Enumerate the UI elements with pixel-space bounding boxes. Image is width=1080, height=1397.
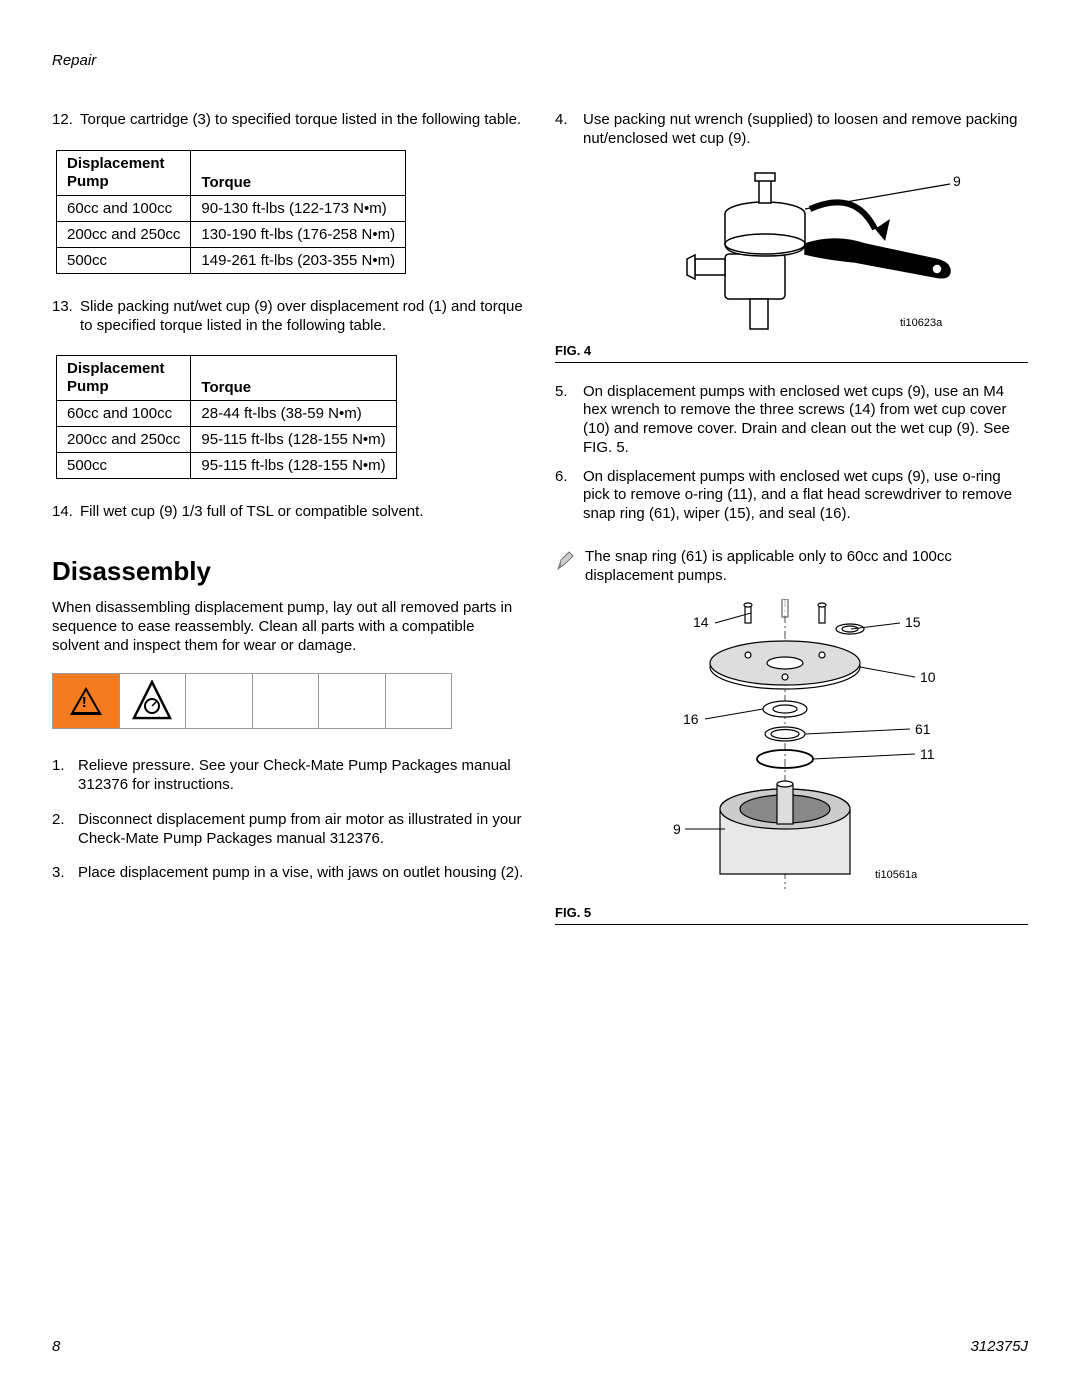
step-number: 14. bbox=[52, 503, 80, 522]
step-number: 5. bbox=[555, 383, 583, 458]
table-row: 200cc and 250cc130-190 ft-lbs (176-258 N… bbox=[57, 221, 406, 247]
torque-table-2: Displacement Pump Torque 60cc and 100cc2… bbox=[56, 355, 397, 479]
page-footer: 8 312375J bbox=[52, 1338, 1028, 1355]
note-text: The snap ring (61) is applicable only to… bbox=[585, 548, 1028, 586]
step-text: On displacement pumps with enclosed wet … bbox=[583, 468, 1028, 524]
svg-text:MPa/bar/PSI: MPa/bar/PSI bbox=[141, 713, 164, 718]
step-number: 12. bbox=[52, 111, 80, 130]
step-text: Use packing nut wrench (supplied) to loo… bbox=[583, 111, 1028, 149]
disassembly-heading: Disassembly bbox=[52, 556, 525, 587]
step-text: Fill wet cup (9) 1/3 full of TSL or comp… bbox=[80, 503, 525, 522]
torque-table-1: Displacement Pump Torque 60cc and 100cc9… bbox=[56, 150, 406, 274]
table-header: Displacement Pump bbox=[57, 150, 191, 195]
warning-icon-strip: ! MPa/bar/PSI bbox=[52, 673, 452, 729]
disassembly-steps: 1. Relieve pressure. See your Check-Mate… bbox=[52, 757, 525, 883]
step-number: 6. bbox=[555, 468, 583, 524]
step-13: 13. Slide packing nut/wet cup (9) over d… bbox=[52, 298, 525, 336]
figure-ref-id: ti10561a bbox=[875, 869, 917, 881]
disassembly-intro: When disassembling displacement pump, la… bbox=[52, 599, 525, 655]
callout-61: 61 bbox=[915, 721, 931, 737]
right-column: 4. Use packing nut wrench (supplied) to … bbox=[555, 111, 1028, 945]
callout-9: 9 bbox=[673, 821, 681, 837]
callout-10: 10 bbox=[920, 669, 936, 685]
table-header: Displacement Pump bbox=[57, 356, 191, 401]
step-12: 12. Torque cartridge (3) to specified to… bbox=[52, 111, 525, 130]
step-6: 6. On displacement pumps with enclosed w… bbox=[555, 468, 1028, 524]
list-item: 3. Place displacement pump in a vise, wi… bbox=[52, 864, 525, 883]
callout-14: 14 bbox=[693, 614, 709, 630]
table-row: 60cc and 100cc28-44 ft-lbs (38-59 N•m) bbox=[57, 401, 397, 427]
step-number: 4. bbox=[555, 111, 583, 149]
page-number: 8 bbox=[52, 1338, 60, 1355]
figure-4-illustration: 9 ti10623a bbox=[555, 159, 1028, 339]
pressure-gauge-icon: MPa/bar/PSI bbox=[120, 674, 187, 728]
content-columns: 12. Torque cartridge (3) to specified to… bbox=[52, 111, 1028, 945]
empty-warning-cell bbox=[386, 674, 452, 728]
empty-warning-cell bbox=[319, 674, 386, 728]
table-header: Torque bbox=[191, 356, 396, 401]
step-5: 5. On displacement pumps with enclosed w… bbox=[555, 383, 1028, 458]
pencil-icon bbox=[555, 550, 577, 572]
figure-4-area: 9 ti10623a FIG. 4 bbox=[555, 159, 1028, 363]
empty-warning-cell bbox=[186, 674, 253, 728]
list-item: 1. Relieve pressure. See your Check-Mate… bbox=[52, 757, 525, 795]
table-header: Torque bbox=[191, 150, 406, 195]
figure-5-illustration: 14 15 10 16 61 11 9 ti10561a bbox=[555, 599, 1028, 899]
table-row: 60cc and 100cc90-130 ft-lbs (122-173 N•m… bbox=[57, 195, 406, 221]
callout-11: 11 bbox=[920, 746, 935, 762]
figure-ref-id: ti10623a bbox=[900, 317, 942, 329]
empty-warning-cell bbox=[253, 674, 320, 728]
callout-9: 9 bbox=[953, 173, 961, 189]
step-4: 4. Use packing nut wrench (supplied) to … bbox=[555, 111, 1028, 149]
list-item: 2. Disconnect displacement pump from air… bbox=[52, 811, 525, 849]
doc-number: 312375J bbox=[970, 1338, 1028, 1355]
warning-triangle-icon: ! bbox=[53, 674, 120, 728]
table-row: 500cc149-261 ft-lbs (203-355 N•m) bbox=[57, 247, 406, 273]
step-text: Torque cartridge (3) to specified torque… bbox=[80, 111, 525, 130]
note: The snap ring (61) is applicable only to… bbox=[555, 548, 1028, 586]
step-14: 14. Fill wet cup (9) 1/3 full of TSL or … bbox=[52, 503, 525, 522]
step-number: 13. bbox=[52, 298, 80, 336]
step-text: On displacement pumps with enclosed wet … bbox=[583, 383, 1028, 458]
figure-5-caption: FIG. 5 bbox=[555, 905, 1028, 925]
callout-16: 16 bbox=[683, 711, 699, 727]
table-row: 200cc and 250cc95-115 ft-lbs (128-155 N•… bbox=[57, 427, 397, 453]
step-text: Slide packing nut/wet cup (9) over displ… bbox=[80, 298, 525, 336]
table-row: 500cc95-115 ft-lbs (128-155 N•m) bbox=[57, 453, 397, 479]
page-header: Repair bbox=[52, 52, 1028, 69]
figure-4-caption: FIG. 4 bbox=[555, 343, 1028, 363]
callout-15: 15 bbox=[905, 614, 921, 630]
left-column: 12. Torque cartridge (3) to specified to… bbox=[52, 111, 525, 945]
